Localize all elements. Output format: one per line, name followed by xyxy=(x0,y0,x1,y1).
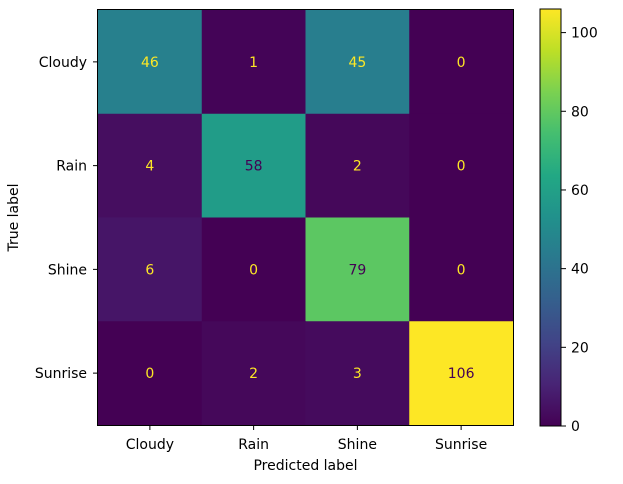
heatmap-cell xyxy=(409,217,514,322)
heatmap-cell xyxy=(409,321,514,426)
colorbar-tick-label: 20 xyxy=(571,340,589,356)
cell-value-label: 106 xyxy=(448,366,475,382)
y-axis: Cloudy Rain Shine Sunrise xyxy=(35,55,98,382)
cell-value-label: 0 xyxy=(145,366,154,382)
cell-value-label: 0 xyxy=(249,262,258,278)
heatmap-cell xyxy=(98,217,203,322)
colorbar-ticks: 0 20 40 60 80 100 xyxy=(561,26,598,435)
heatmap-cell xyxy=(98,113,203,219)
cell-value-label: 58 xyxy=(245,159,263,175)
cell-value-label: 1 xyxy=(249,55,258,71)
y-tick-label: Rain xyxy=(56,159,87,175)
heatmap-cell xyxy=(201,217,307,322)
cell-value-label: 0 xyxy=(457,55,466,71)
y-axis-title: True label xyxy=(6,183,22,252)
cell-value-label: 46 xyxy=(141,55,159,71)
heatmap-cell xyxy=(201,113,307,219)
heatmap-cell xyxy=(409,113,514,219)
y-tick-label: Shine xyxy=(48,262,87,278)
cell-value-label: 0 xyxy=(457,262,466,278)
cell-value-label: 45 xyxy=(348,55,366,71)
y-tick-label: Cloudy xyxy=(39,55,87,71)
cell-value-label: 4 xyxy=(145,159,154,175)
y-tick-label: Sunrise xyxy=(35,366,87,382)
colorbar-tick-label: 0 xyxy=(571,419,580,435)
cell-value-label: 0 xyxy=(457,159,466,175)
x-tick-label: Shine xyxy=(338,437,377,453)
heatmap-cells xyxy=(98,10,514,426)
colorbar-tick-label: 60 xyxy=(571,183,589,199)
cell-value-label: 2 xyxy=(353,159,362,175)
heatmap-cell xyxy=(409,10,514,115)
colorbar xyxy=(539,8,562,427)
colorbar-tick-label: 100 xyxy=(571,26,598,42)
x-tick-label: Sunrise xyxy=(435,437,487,453)
heatmap-cell xyxy=(305,321,410,426)
heatmap-cell xyxy=(98,321,203,426)
plot-frame xyxy=(97,9,514,426)
cell-value-label: 79 xyxy=(348,262,366,278)
heatmap-cell xyxy=(305,217,410,322)
heatmap-cell-labels: 46 1 45 0 4 58 2 0 6 0 79 0 0 2 3 106 xyxy=(141,55,475,382)
x-tick-label: Rain xyxy=(238,437,269,453)
x-axis: Cloudy Rain Shine Sunrise xyxy=(126,425,487,453)
colorbar-tick-label: 80 xyxy=(571,104,589,120)
x-tick-label: Cloudy xyxy=(126,437,174,453)
cell-value-label: 6 xyxy=(145,262,154,278)
x-axis-title: Predicted label xyxy=(253,458,357,474)
heatmap-cell xyxy=(305,113,410,219)
cell-value-label: 3 xyxy=(353,366,362,382)
heatmap-cell xyxy=(201,321,307,426)
heatmap-cell xyxy=(98,10,203,115)
colorbar-tick-label: 40 xyxy=(571,262,589,278)
cell-value-label: 2 xyxy=(249,366,258,382)
heatmap-cell xyxy=(305,10,410,115)
heatmap-cell xyxy=(201,10,307,115)
